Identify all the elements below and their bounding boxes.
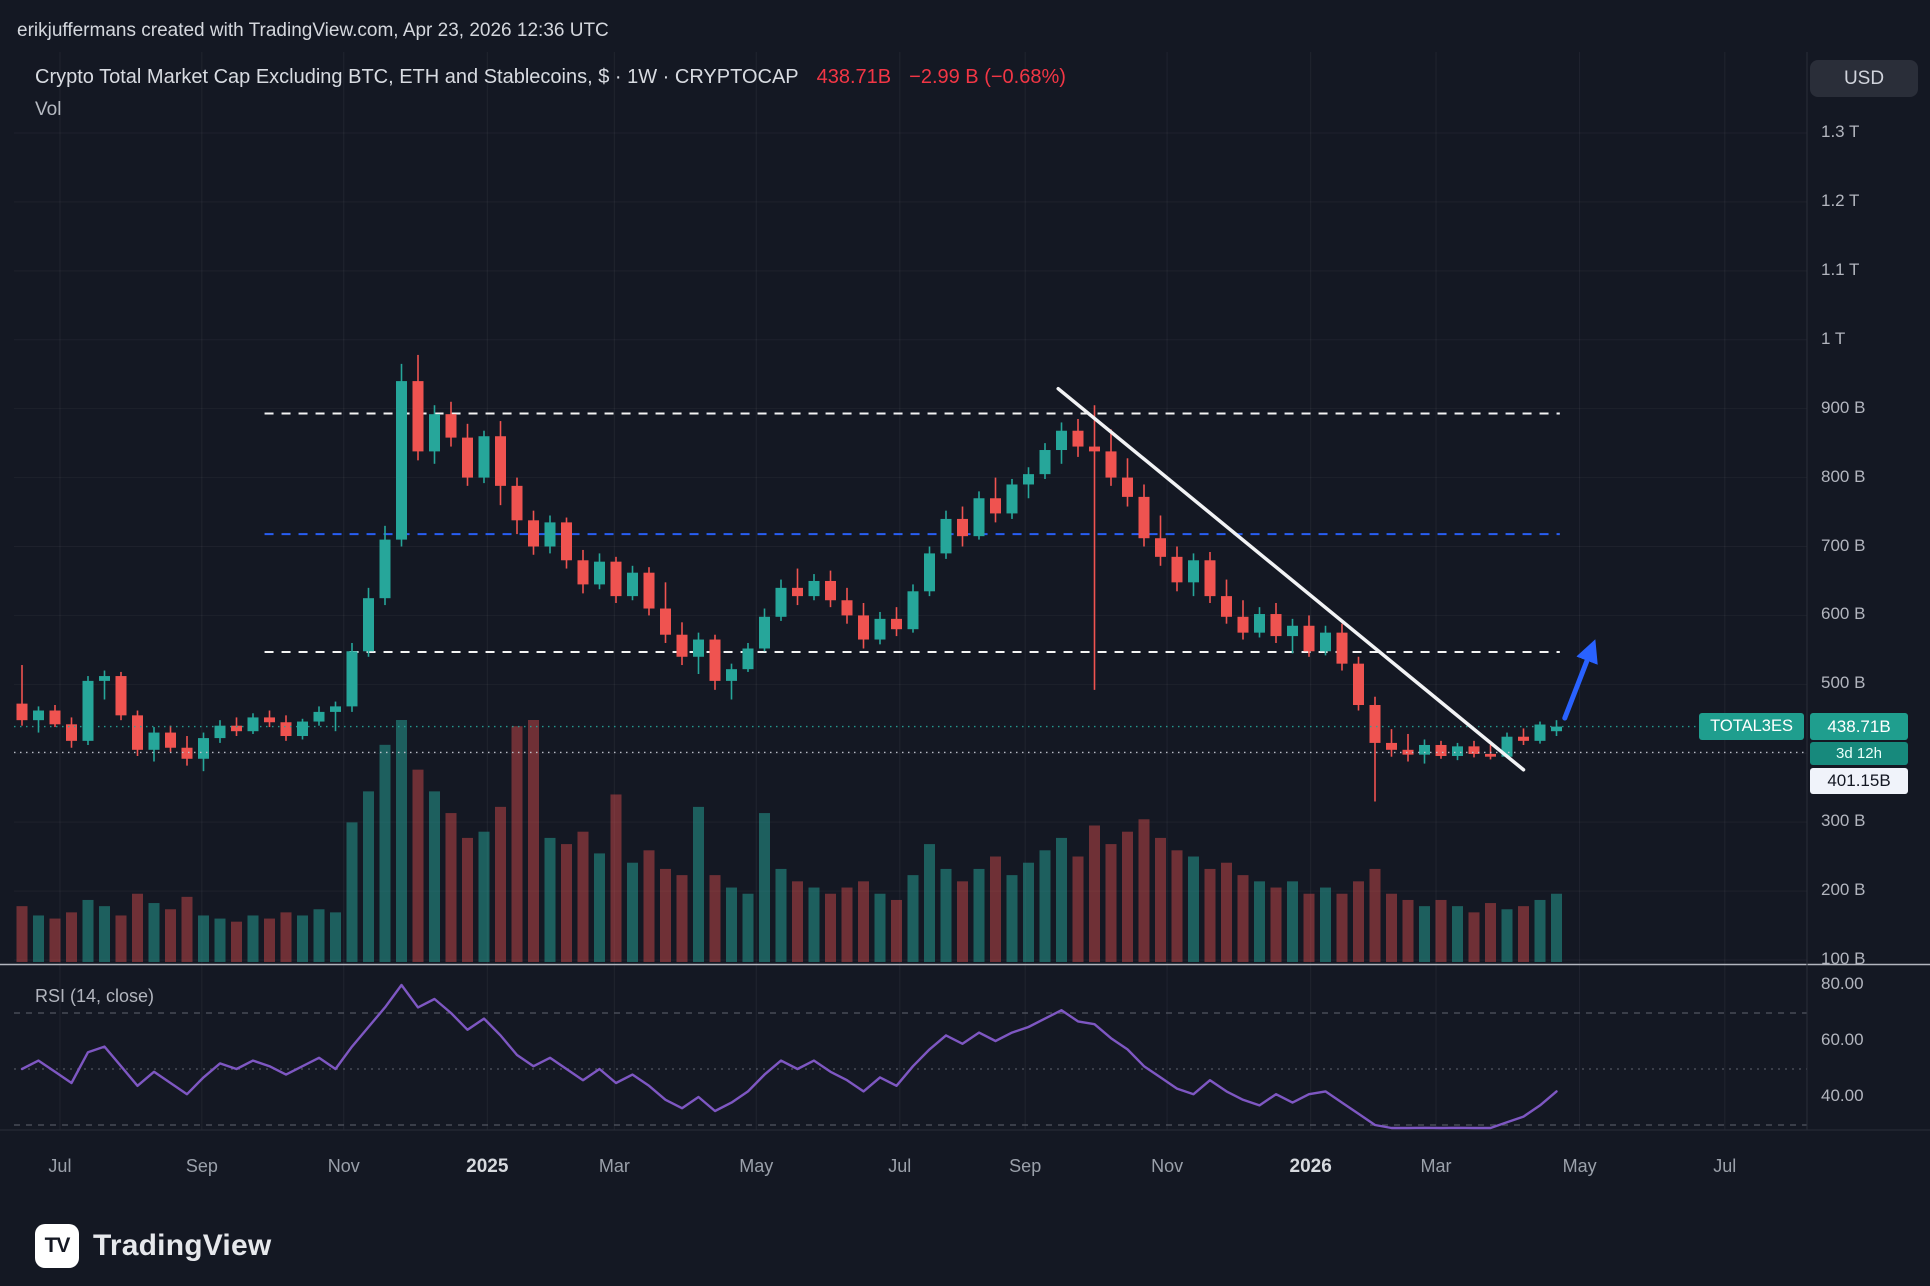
axis-tick-label: 900 B [1821, 397, 1866, 417]
axis-tick-label: 200 B [1821, 880, 1866, 900]
time-tick-year-label: 2026 [1289, 1156, 1332, 1177]
price-axis[interactable]: 1.3 T 1.2 T 1.1 T 1 T 900 B 800 B 700 B 600 B 50… [1807, 0, 1930, 1286]
time-tick-year-label: 2025 [466, 1156, 509, 1177]
time-tick-month-label: Nov [327, 1156, 360, 1176]
currency-toggle-button[interactable]: USD [1810, 60, 1918, 97]
time-tick-month-label: Nov [1151, 1156, 1184, 1176]
axis-tick-label: 1 T [1821, 328, 1846, 348]
last-price-badge: 438.71B [1810, 713, 1908, 740]
rsi-indicator-label[interactable]: RSI (14, close) [35, 986, 155, 1006]
axis-tick-label: 800 B [1821, 466, 1866, 486]
tradingview-logo-text: TradingView [93, 1229, 272, 1262]
time-tick-month-label: Mar [598, 1156, 630, 1176]
time-tick-month-label: Jul [888, 1156, 912, 1176]
tradingview-logo-icon: TV [35, 1224, 79, 1268]
time-tick-month-label: May [1562, 1156, 1597, 1176]
axis-tick-label: 1.2 T [1821, 190, 1860, 210]
price-change-text: −2.99 B (−0.68%) [909, 66, 1066, 88]
time-tick-month-label: Jul [48, 1156, 72, 1176]
symbol-price-label[interactable]: TOTAL3ES [1699, 713, 1804, 740]
axis-tick-label: 700 B [1821, 535, 1866, 555]
axis-tick-label: 500 B [1821, 673, 1866, 693]
price-level-badge[interactable]: 401.15B [1810, 768, 1908, 794]
axis-tick-label: 80.00 [1821, 974, 1864, 993]
chart-header: Crypto Total Market Cap Excluding BTC, E… [35, 66, 1066, 89]
chart-title[interactable]: Crypto Total Market Cap Excluding BTC, E… [35, 66, 799, 88]
time-tick-month-label: Sep [185, 1156, 218, 1176]
bar-countdown-badge: 3d 12h [1810, 742, 1908, 765]
tradingview-logo[interactable]: TV TradingView [35, 1224, 271, 1268]
axis-tick-label: 40.00 [1821, 1086, 1864, 1105]
volume-indicator-label[interactable]: Vol [35, 99, 62, 120]
axis-tick-label: 600 B [1821, 604, 1866, 624]
axis-tick-label: 1.3 T [1821, 122, 1860, 141]
time-tick-month-label: Jul [1713, 1156, 1737, 1176]
axis-tick-label: 100 B [1821, 949, 1866, 968]
axis-tick-label: 60.00 [1821, 1030, 1864, 1049]
time-tick-month-label: May [739, 1156, 774, 1176]
axis-tick-label: 300 B [1821, 811, 1866, 831]
axis-tick-label: 1.1 T [1821, 259, 1860, 279]
time-tick-month-label: Sep [1009, 1156, 1042, 1176]
time-tick-month-label: Mar [1420, 1156, 1452, 1176]
attribution-text: erikjuffermans created with TradingView.… [17, 20, 609, 41]
time-axis[interactable]: Jul Sep Nov 2025 Mar May Jul Sep Nov 2026 Mar May Ju… [0, 1148, 1807, 1188]
last-price-text: 438.71B [816, 66, 892, 88]
